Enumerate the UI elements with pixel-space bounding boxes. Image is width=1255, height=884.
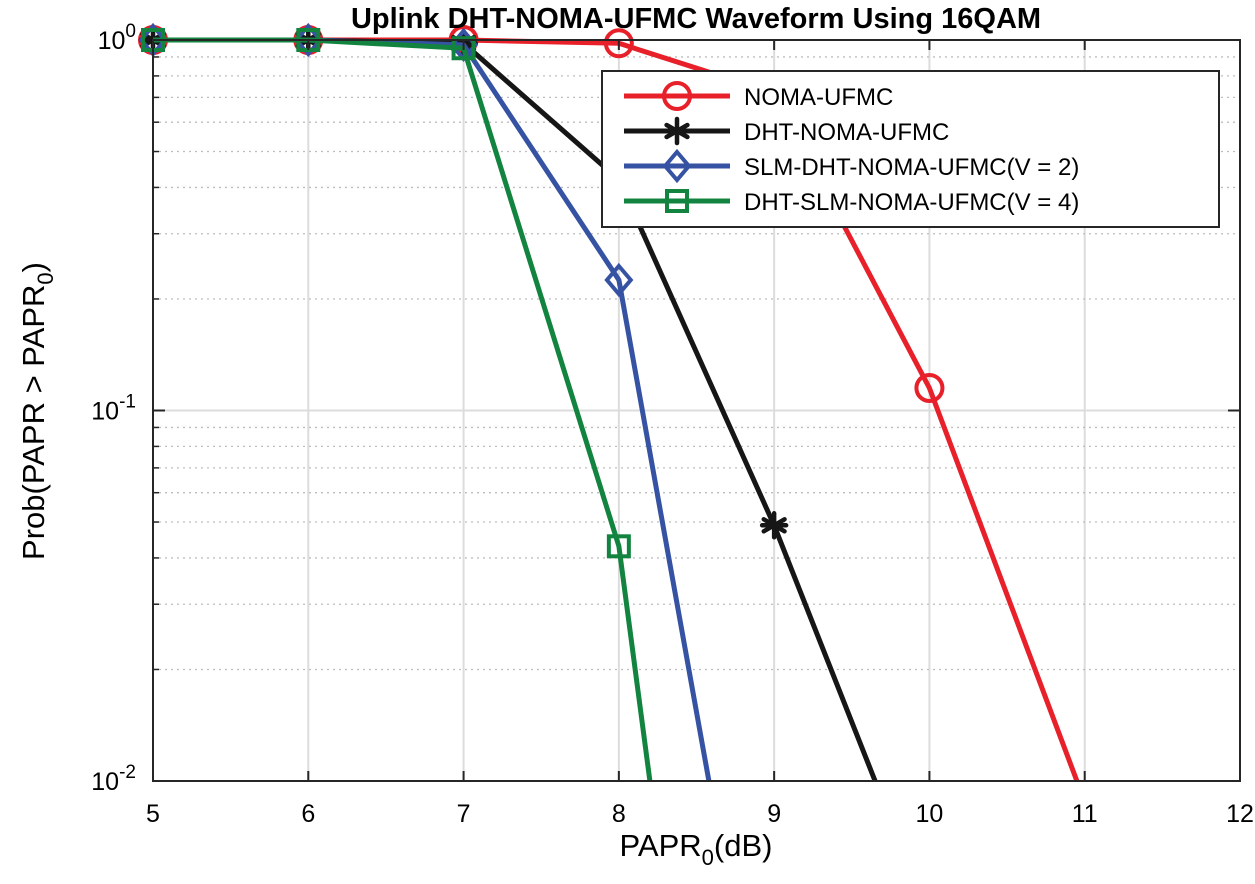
y-tick-base: 10	[91, 398, 119, 426]
y-axis-label: Prob(PAPR > PAPR0)	[16, 262, 58, 560]
x-tick-label: 5	[146, 800, 160, 828]
x-tick-label: 6	[301, 800, 315, 828]
data-point-asterisk	[662, 116, 692, 146]
legend: NOMA-UFMC DHT-NOMA-UFMC SLM-DHT-NOMA-UFMC(…	[601, 70, 1220, 228]
data-point-asterisk	[759, 511, 789, 540]
y-tick-exponent: 0	[125, 21, 136, 42]
data-point-diamond	[662, 148, 692, 184]
y-tick-label: 10-2	[91, 762, 136, 796]
legend-entry: NOMA-UFMC	[624, 81, 893, 111]
legend-entry: DHT-SLM-NOMA-UFMC(V = 4)	[624, 189, 1079, 216]
data-point-circle	[914, 373, 945, 404]
data-point-diamond	[293, 22, 323, 58]
x-axis-label: PAPR0(dB)	[620, 828, 773, 870]
legend-label: DHT-NOMA-UFMC	[744, 119, 949, 146]
x-axis-label-subscript: 0	[702, 845, 714, 870]
data-point-circle	[603, 28, 634, 59]
y-axis-label-subscript: 0	[33, 272, 58, 284]
x-tick-label: 11	[1072, 800, 1098, 828]
y-tick-label: 10-1	[91, 392, 136, 426]
y-tick-exponent: -1	[119, 392, 136, 413]
legend-entry: SLM-DHT-NOMA-UFMC(V = 2)	[624, 148, 1079, 184]
data-point-circle	[662, 81, 692, 111]
y-tick-base: 10	[98, 27, 126, 55]
x-tick-label: 12	[1226, 800, 1254, 828]
x-tick-label: 7	[457, 800, 471, 828]
y-tick-label: 100	[98, 21, 136, 55]
data-point-diamond	[604, 262, 634, 298]
legend-label: DHT-SLM-NOMA-UFMC(V = 4)	[744, 189, 1079, 216]
x-tick-label: 10	[916, 800, 944, 828]
data-point-square	[665, 189, 689, 213]
y-tick-base: 10	[91, 768, 119, 796]
legend-label: SLM-DHT-NOMA-UFMC(V = 2)	[744, 154, 1079, 181]
data-point-square	[606, 534, 631, 559]
x-tick-label: 9	[767, 800, 781, 828]
data-point-square	[451, 36, 476, 61]
x-tick-label: 8	[612, 800, 626, 828]
x-axis-label-suffix: (dB)	[714, 828, 773, 863]
legend-entry: DHT-NOMA-UFMC	[624, 116, 949, 146]
y-tick-exponent: -2	[119, 762, 136, 783]
y-axis-label-suffix: )	[16, 262, 51, 272]
chart-title: Uplink DHT-NOMA-UFMC Waveform Using 16QA…	[351, 3, 1041, 35]
y-axis-label-base: Prob(PAPR > PAPR	[16, 285, 51, 560]
x-axis-label-base: PAPR	[620, 828, 702, 863]
legend-label: NOMA-UFMC	[744, 84, 893, 111]
